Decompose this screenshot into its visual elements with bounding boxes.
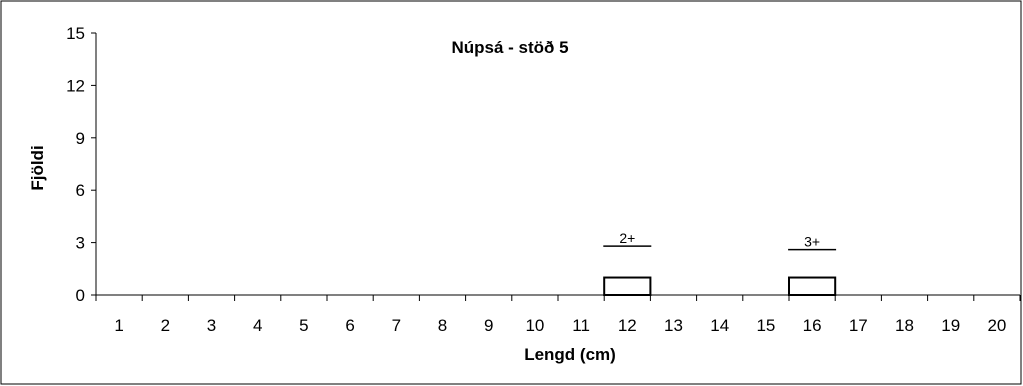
- chart-title: Núpsá - stöð 5: [451, 38, 568, 57]
- x-tick-label-17: 17: [849, 316, 868, 335]
- x-tick-label-16: 16: [803, 316, 822, 335]
- x-axis-title: Lengd (cm): [524, 345, 616, 364]
- annotation-label-1: 3+: [804, 234, 820, 250]
- x-tick-label-4: 4: [253, 316, 262, 335]
- x-tick-label-20: 20: [987, 316, 1006, 335]
- x-tick-label-15: 15: [756, 316, 775, 335]
- x-tick-label-7: 7: [392, 316, 401, 335]
- x-tick-label-2: 2: [161, 316, 170, 335]
- bars: [603, 276, 837, 296]
- y-axis-title: Fjöldi: [28, 145, 47, 190]
- x-tick-label-6: 6: [345, 316, 354, 335]
- bar-16: [788, 276, 837, 296]
- annotation-label-0: 2+: [619, 230, 635, 246]
- annotations: 2+ 3+: [603, 230, 837, 251]
- y-tick-label-0: 0: [76, 286, 85, 305]
- x-tick-label-8: 8: [438, 316, 447, 335]
- x-tick-label-3: 3: [207, 316, 216, 335]
- x-tick-label-18: 18: [895, 316, 914, 335]
- x-tick-label-1: 1: [114, 316, 123, 335]
- x-tick-label-12: 12: [618, 316, 637, 335]
- y-tick-label-3: 9: [76, 129, 85, 148]
- y-tick-label-5: 15: [66, 24, 85, 43]
- x-tick-label-13: 13: [664, 316, 683, 335]
- y-tick-label-4: 12: [66, 76, 85, 95]
- bar-12: [603, 276, 652, 296]
- x-tick-label-11: 11: [572, 316, 590, 335]
- x-tick-label-10: 10: [525, 316, 544, 335]
- x-tick-label-5: 5: [299, 316, 308, 335]
- y-tick-label-2: 6: [76, 181, 85, 200]
- y-tick-label-1: 3: [76, 234, 85, 253]
- x-tick-label-9: 9: [484, 316, 493, 335]
- x-tick-label-19: 19: [941, 316, 960, 335]
- x-tick-label-14: 14: [710, 316, 729, 335]
